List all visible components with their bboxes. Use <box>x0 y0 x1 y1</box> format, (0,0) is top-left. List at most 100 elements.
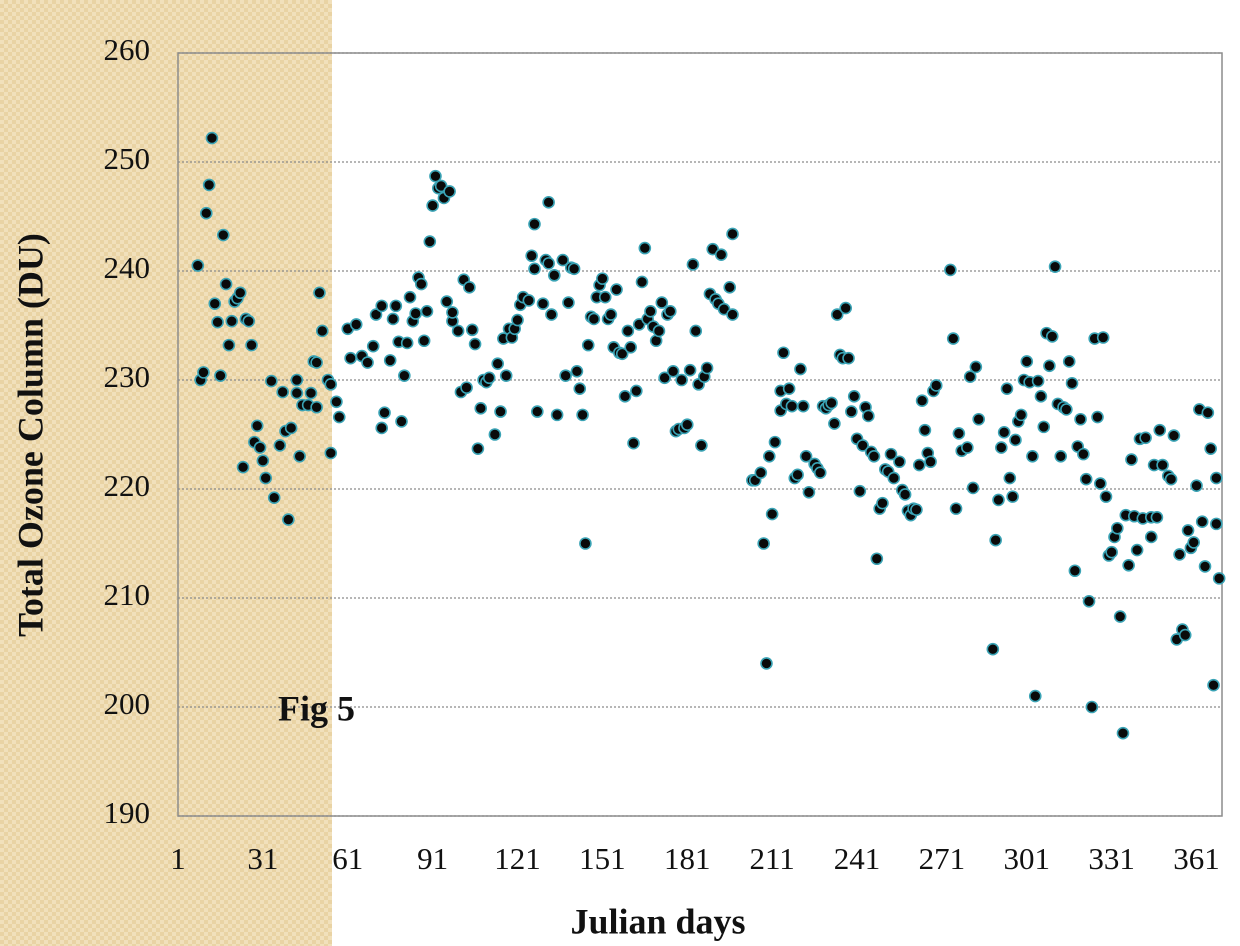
x-tick-label: 241 <box>834 841 881 876</box>
point <box>1054 449 1068 463</box>
point <box>488 428 502 441</box>
point <box>765 507 779 521</box>
point <box>1190 479 1203 493</box>
x-tick-label: 91 <box>417 841 448 876</box>
x-tick-label: 331 <box>1088 841 1135 876</box>
point <box>1105 545 1118 559</box>
point <box>796 399 810 413</box>
point <box>1212 572 1226 585</box>
point <box>1065 376 1079 390</box>
point <box>250 419 264 433</box>
point <box>898 488 912 501</box>
point <box>259 471 273 485</box>
point <box>1014 408 1028 422</box>
point <box>491 357 505 370</box>
point <box>802 485 816 499</box>
point <box>726 308 739 321</box>
point <box>468 337 482 351</box>
y-axis-title: Total Ozone Column (DU) <box>10 233 50 637</box>
point <box>581 338 595 352</box>
point <box>726 227 739 241</box>
point <box>1210 471 1223 485</box>
point <box>663 305 677 318</box>
point <box>870 552 884 566</box>
point <box>463 281 476 294</box>
point <box>1060 403 1073 416</box>
point <box>474 402 488 415</box>
point <box>658 371 671 385</box>
point <box>400 336 414 350</box>
point <box>273 439 287 452</box>
point <box>689 324 703 338</box>
x-tick-label: 1 <box>170 841 186 876</box>
point <box>531 405 544 418</box>
point <box>225 314 239 328</box>
point <box>782 382 796 396</box>
point <box>1006 490 1019 503</box>
y-tick-label: 210 <box>104 577 151 612</box>
point <box>635 275 649 289</box>
point <box>989 533 1002 547</box>
point <box>369 308 383 321</box>
point <box>723 281 737 294</box>
point <box>1156 458 1169 472</box>
point <box>471 442 485 455</box>
point <box>236 460 250 474</box>
point <box>349 318 363 331</box>
point <box>536 297 550 311</box>
point <box>1139 431 1152 445</box>
point <box>361 356 374 369</box>
point <box>830 308 844 321</box>
point <box>1150 511 1164 524</box>
point <box>638 241 652 255</box>
point <box>929 379 943 392</box>
point <box>1003 471 1017 485</box>
point <box>1034 390 1048 403</box>
point <box>409 307 422 320</box>
point <box>675 373 688 387</box>
point <box>216 228 230 242</box>
point <box>528 217 541 231</box>
point <box>621 324 635 338</box>
point <box>451 324 465 338</box>
y-tick-label: 230 <box>104 359 151 394</box>
point <box>1099 490 1113 503</box>
point <box>386 312 400 326</box>
point <box>949 502 963 515</box>
point <box>559 369 572 382</box>
point <box>856 439 869 452</box>
point <box>256 454 270 467</box>
point <box>245 338 258 352</box>
point <box>655 296 669 309</box>
point <box>1187 536 1201 549</box>
point <box>214 369 227 382</box>
point <box>1031 374 1045 388</box>
point <box>1096 331 1110 344</box>
point <box>499 369 513 382</box>
point <box>211 315 224 329</box>
point <box>191 259 205 272</box>
point <box>845 405 858 418</box>
point <box>545 308 558 321</box>
point <box>893 455 906 469</box>
point <box>1009 433 1022 447</box>
annotation: Fig 5 <box>278 688 355 728</box>
y-tick-label: 240 <box>104 250 151 285</box>
point <box>847 390 861 403</box>
point <box>324 378 338 391</box>
point <box>666 364 680 378</box>
point <box>915 394 929 408</box>
point <box>378 406 391 420</box>
point <box>1068 564 1082 578</box>
point <box>794 362 807 376</box>
point <box>618 390 632 403</box>
point <box>1113 610 1127 623</box>
point <box>1085 700 1099 714</box>
x-tick-label: 181 <box>664 841 711 876</box>
point <box>265 374 278 388</box>
point <box>763 449 776 463</box>
point <box>1062 355 1076 368</box>
point <box>1201 406 1215 420</box>
point <box>760 657 773 670</box>
point <box>284 421 298 435</box>
